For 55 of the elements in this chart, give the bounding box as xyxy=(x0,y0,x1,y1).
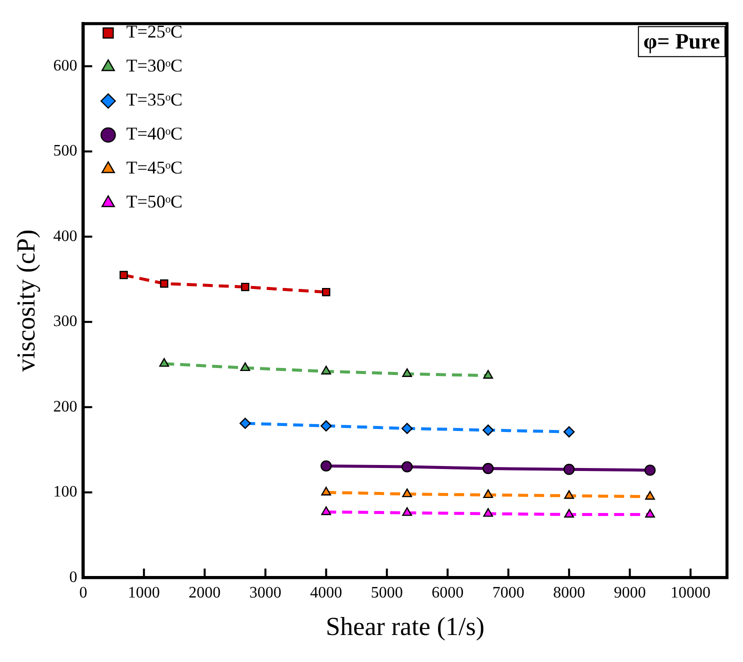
x-axis-title: Shear rate (1/s) xyxy=(326,612,485,642)
point xyxy=(402,507,412,516)
x-tick-label: 3000 xyxy=(249,584,282,602)
x-tick-label: 5000 xyxy=(370,584,403,602)
y-tick-label: 100 xyxy=(53,484,78,501)
point xyxy=(321,366,332,374)
point xyxy=(645,508,655,518)
y-tick-label: 0 xyxy=(69,568,78,586)
point xyxy=(482,424,494,436)
point xyxy=(563,464,575,475)
x-tick-label: 10000 xyxy=(670,584,711,602)
point xyxy=(402,461,413,472)
point xyxy=(644,464,656,476)
point xyxy=(320,420,332,432)
point xyxy=(160,279,168,288)
x-tick-label: 6000 xyxy=(432,584,464,602)
y-tick-label: 600 xyxy=(53,57,78,74)
legend-label: T=50ᵒC xyxy=(126,192,183,212)
point xyxy=(483,370,494,379)
point xyxy=(483,489,494,498)
x-tick-label: 2000 xyxy=(188,584,221,602)
annotation: φ= Pure xyxy=(643,28,720,54)
y-axis-title: viscosity (cP) xyxy=(11,229,40,372)
point xyxy=(321,506,332,516)
legend-label: T=30ᵒC xyxy=(126,56,183,76)
y-tick-label: 500 xyxy=(53,142,78,160)
point xyxy=(563,426,575,438)
y-tick-label: 200 xyxy=(53,398,78,416)
point xyxy=(483,508,494,517)
legend-label: T=35ᵒC xyxy=(126,90,183,110)
point xyxy=(402,488,412,498)
point xyxy=(120,270,128,280)
point xyxy=(645,491,655,500)
y-tick-label: 400 xyxy=(53,228,78,245)
x-tick-label: 4000 xyxy=(310,584,342,602)
point xyxy=(240,418,251,429)
x-tick-label: 1000 xyxy=(128,584,160,602)
point xyxy=(241,282,250,292)
point xyxy=(564,508,574,518)
legend-label: T=45ᵒC xyxy=(126,158,183,178)
x-tick-label: 9000 xyxy=(614,584,646,602)
point xyxy=(402,368,412,377)
point xyxy=(240,362,250,372)
point xyxy=(322,288,330,296)
x-tick-label: 7000 xyxy=(492,584,524,602)
point xyxy=(564,490,574,499)
point xyxy=(482,462,494,474)
point xyxy=(402,422,413,434)
point xyxy=(159,358,170,367)
legend-label: T=25ᵒC xyxy=(126,22,183,42)
point xyxy=(320,460,332,472)
point xyxy=(321,486,332,496)
y-tick-label: 300 xyxy=(53,313,78,330)
x-tick-label: 8000 xyxy=(553,584,586,602)
legend-label: T=40ᵒC xyxy=(126,124,183,144)
